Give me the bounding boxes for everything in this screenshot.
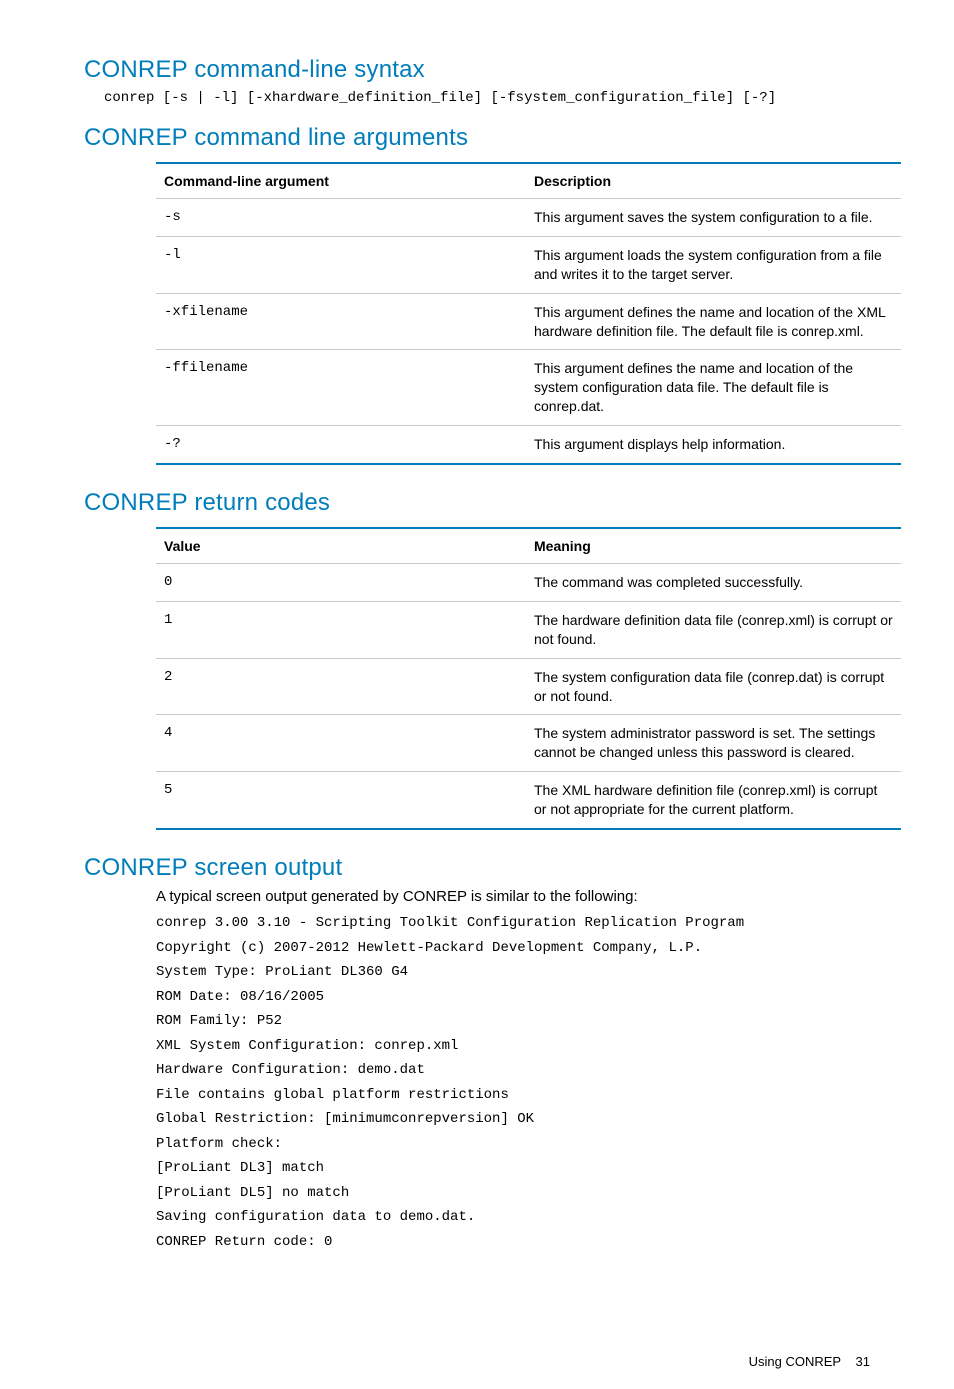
- table-row: 5 The XML hardware definition file (conr…: [156, 772, 901, 829]
- arg-cell: -s: [156, 199, 526, 237]
- page-body: CONREP command-line syntax conrep [-s | …: [0, 0, 954, 1294]
- screen-output-block: conrep 3.00 3.10 - Scripting Toolkit Con…: [156, 911, 870, 1254]
- args-table: Command-line argument Description -s Thi…: [156, 162, 901, 465]
- desc-cell: This argument defines the name and locat…: [526, 350, 901, 426]
- footer-page-number: 31: [856, 1354, 870, 1369]
- heading-screen: CONREP screen output: [84, 854, 870, 882]
- table-row: -s This argument saves the system config…: [156, 199, 901, 237]
- value-cell: 5: [156, 772, 526, 829]
- syntax-code-line: conrep [-s | -l] [-xhardware_definition_…: [104, 90, 870, 106]
- codes-tbody: 0 The command was completed successfully…: [156, 564, 901, 830]
- arg-cell: -xfilename: [156, 293, 526, 350]
- desc-cell: This argument saves the system configura…: [526, 199, 901, 237]
- table-row: 2 The system configuration data file (co…: [156, 658, 901, 715]
- table-row: 1 The hardware definition data file (con…: [156, 601, 901, 658]
- heading-args: CONREP command line arguments: [84, 124, 870, 152]
- table-row: -? This argument displays help informati…: [156, 426, 901, 464]
- meaning-cell: The XML hardware definition file (conrep…: [526, 772, 901, 829]
- args-col-description: Description: [526, 163, 901, 199]
- args-tbody: -s This argument saves the system config…: [156, 199, 901, 465]
- meaning-cell: The system administrator password is set…: [526, 715, 901, 772]
- value-cell: 4: [156, 715, 526, 772]
- heading-syntax: CONREP command-line syntax: [84, 56, 870, 84]
- desc-cell: This argument defines the name and locat…: [526, 293, 901, 350]
- screen-intro: A typical screen output generated by CON…: [156, 888, 870, 905]
- meaning-cell: The hardware definition data file (conre…: [526, 601, 901, 658]
- value-cell: 1: [156, 601, 526, 658]
- table-row: 0 The command was completed successfully…: [156, 564, 901, 602]
- codes-table: Value Meaning 0 The command was complete…: [156, 527, 901, 830]
- arg-cell: -l: [156, 236, 526, 293]
- table-row: -l This argument loads the system config…: [156, 236, 901, 293]
- codes-col-meaning: Meaning: [526, 528, 901, 564]
- table-row: -ffilename This argument defines the nam…: [156, 350, 901, 426]
- table-row: -xfilename This argument defines the nam…: [156, 293, 901, 350]
- codes-col-value: Value: [156, 528, 526, 564]
- desc-cell: This argument displays help information.: [526, 426, 901, 464]
- heading-codes: CONREP return codes: [84, 489, 870, 517]
- value-cell: 0: [156, 564, 526, 602]
- meaning-cell: The command was completed successfully.: [526, 564, 901, 602]
- page-footer: Using CONREP 31: [0, 1294, 954, 1389]
- footer-label: Using CONREP: [749, 1354, 841, 1369]
- arg-cell: -?: [156, 426, 526, 464]
- table-row: 4 The system administrator password is s…: [156, 715, 901, 772]
- args-col-argument: Command-line argument: [156, 163, 526, 199]
- meaning-cell: The system configuration data file (conr…: [526, 658, 901, 715]
- value-cell: 2: [156, 658, 526, 715]
- desc-cell: This argument loads the system configura…: [526, 236, 901, 293]
- arg-cell: -ffilename: [156, 350, 526, 426]
